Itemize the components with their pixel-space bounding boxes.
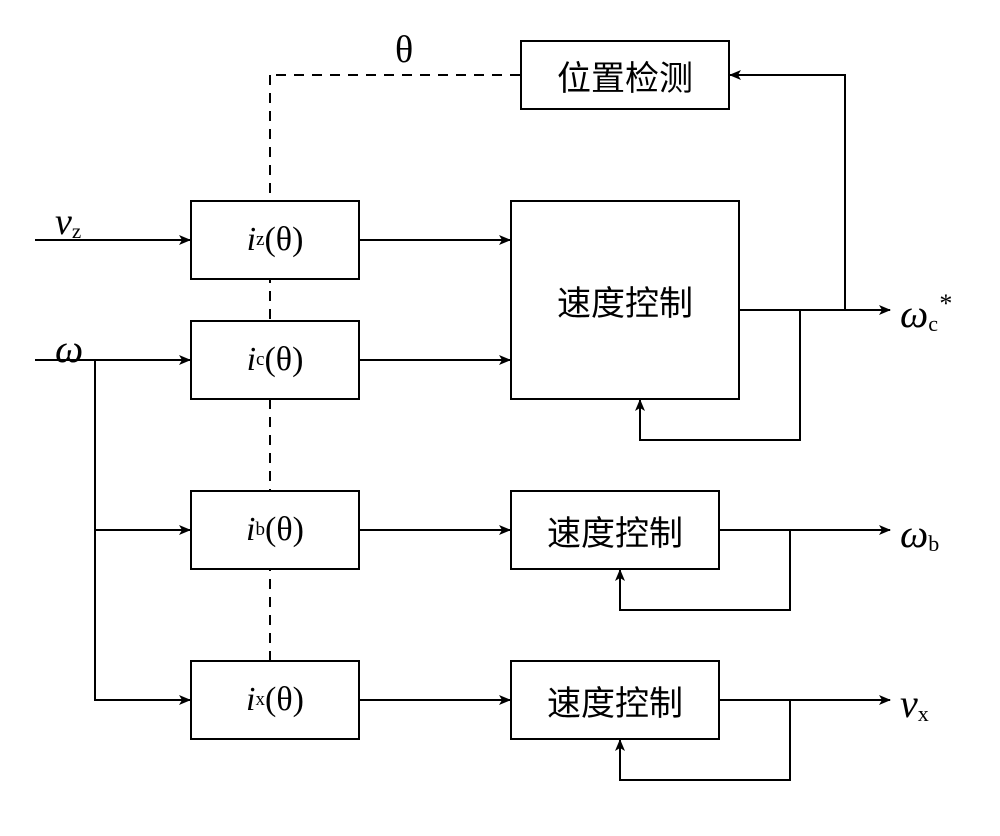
box-ix-theta: ix(θ) — [190, 660, 360, 740]
box-speed-control-main: 速度控制 — [510, 200, 740, 400]
box-ib-theta: ib(θ) — [190, 490, 360, 570]
diagram-stage: 位置检测 iz(θ) ic(θ) ib(θ) ix(θ) 速度控制 速度控制 速… — [0, 0, 1000, 836]
box-speed-control-b: 速度控制 — [510, 490, 720, 570]
label-omega-c-out: ωc* — [900, 290, 951, 337]
label-omega-input: ω — [55, 325, 83, 372]
omega-to-ib — [95, 360, 190, 530]
label-vx-out: vx — [900, 680, 929, 727]
box-speed-control-x: 速度控制 — [510, 660, 720, 740]
omega-to-ix — [95, 530, 190, 700]
to-pos-detect — [730, 75, 845, 310]
label-omega-b-out: ωb — [900, 510, 939, 557]
label-vz-input: vz — [55, 200, 81, 244]
label-theta: θ — [395, 28, 413, 72]
box-position-detect: 位置检测 — [520, 40, 730, 110]
box-ic-theta: ic(θ) — [190, 320, 360, 400]
box-iz-theta: iz(θ) — [190, 200, 360, 280]
wires-layer — [0, 0, 1000, 836]
